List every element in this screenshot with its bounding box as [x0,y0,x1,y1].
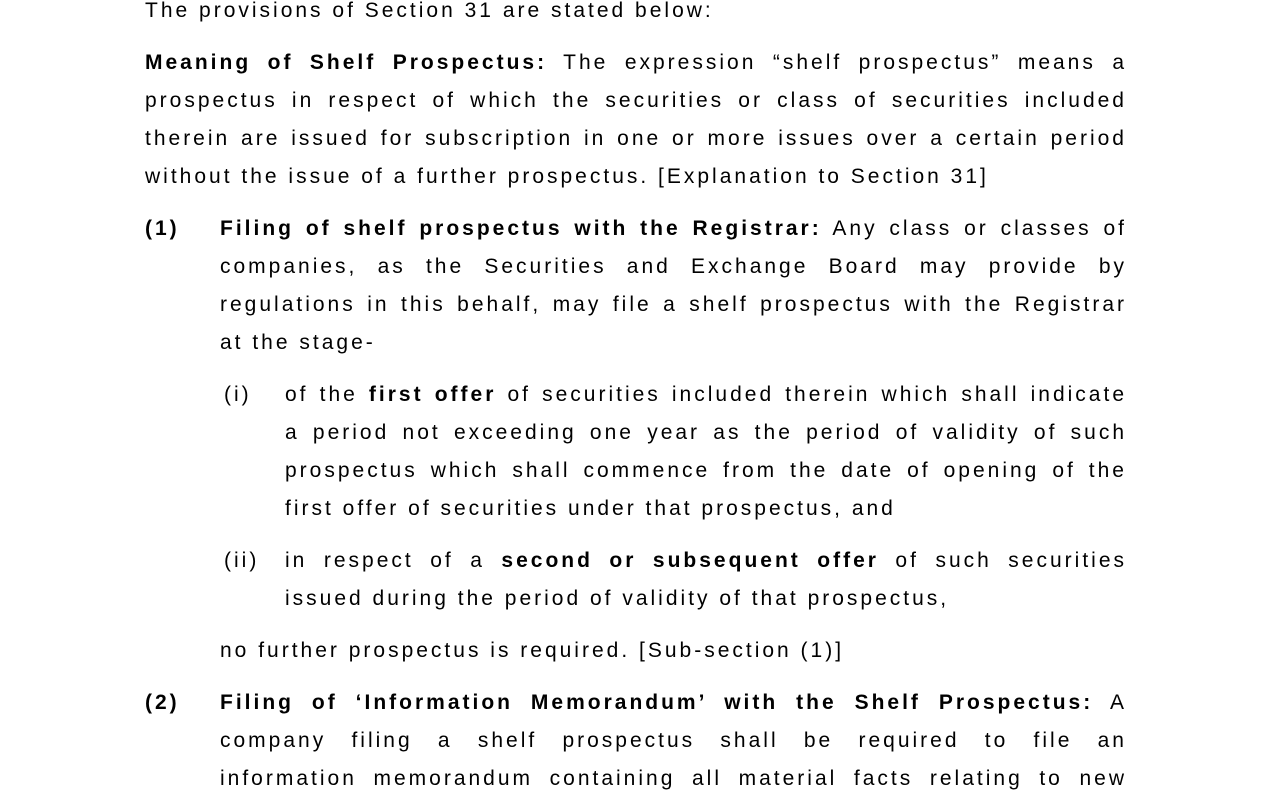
subitem-ii-line-1: in respect of a second or subsequent off… [285,542,1127,580]
text: of the [285,383,369,406]
subitem-ii-label: (ii) [224,549,260,572]
text: therein are issued for subscription in o… [145,127,1127,150]
item-1-line-3: regulations in this behalf, may file a s… [220,286,1127,324]
bold-text: Filing of ‘Information Memorandum’ with … [220,691,1094,714]
item-2-line-1: Filing of ‘Information Memorandum’ with … [220,684,1127,722]
bold-text: Filing of shelf prospectus with the Regi… [220,217,822,240]
bold-text: Meaning of Shelf Prospectus: [145,51,548,74]
text: Any class or classes of [821,217,1127,240]
item-1-line-4: at the stage- [220,324,1127,362]
text: of securities included therein which sha… [496,383,1127,406]
item-1: (1) Filing of shelf prospectus with the R… [145,210,1127,362]
meaning-paragraph-line-3: therein are issued for subscription in o… [145,120,1127,158]
text: without the issue of a further prospectu… [145,165,989,188]
item-2-line-3: information memorandum containing all ma… [220,760,1127,798]
bold-text: first offer [368,383,497,406]
text: company filing a shelf prospectus shall … [220,729,1127,752]
subitem-i-line-3: prospectus which shall commence from the… [285,452,1127,490]
subitem-i-label: (i) [224,383,252,406]
meaning-paragraph: Meaning of Shelf Prospectus: The express… [145,44,1127,196]
text: prospectus which shall commence from the… [285,459,1127,482]
text: first offer of securities under that pro… [285,497,896,520]
document-page: The provisions of Section 31 are stated … [145,0,1127,798]
item-1-line-2: companies, as the Securities and Exchang… [220,248,1127,286]
item-2-label: (2) [145,691,180,714]
subitem-i-line-4: first offer of securities under that pro… [285,490,1127,528]
subitem-i-line-2: a period not exceeding one year as the p… [285,414,1127,452]
text: issued during the period of validity of … [285,587,950,610]
subitem-ii: (ii) in respect of a second or subsequent… [145,542,1127,618]
item-2: (2) Filing of ‘Information Memorandum’ wi… [145,684,1127,798]
meaning-paragraph-line-1: Meaning of Shelf Prospectus: The express… [145,44,1127,82]
text: at the stage- [220,331,376,354]
subitem-ii-line-2: issued during the period of validity of … [285,580,1127,618]
item-1-continuation: no further prospectus is required. [Sub-… [145,632,1127,670]
intro-paragraph-line-1: The provisions of Section 31 are stated … [145,0,1127,30]
subitem-i: (i) of the first offer of securities incl… [145,376,1127,528]
intro-paragraph: The provisions of Section 31 are stated … [145,0,1127,30]
text: The provisions of Section 31 are stated … [145,0,714,22]
text: A [1093,691,1127,714]
item-1-continuation-line-1: no further prospectus is required. [Sub-… [220,632,1127,670]
item-1-line-1: Filing of shelf prospectus with the Regi… [220,210,1127,248]
text: companies, as the Securities and Exchang… [220,255,1127,278]
item-2-line-2: company filing a shelf prospectus shall … [220,722,1127,760]
text: in respect of a [285,549,502,572]
text: a period not exceeding one year as the p… [285,421,1127,444]
text: information memorandum containing all ma… [220,767,1127,790]
item-1-label: (1) [145,217,180,240]
text: The expression “shelf prospectus” means … [547,51,1128,74]
subitem-i-line-1: of the first offer of securities include… [285,376,1127,414]
meaning-paragraph-line-2: prospectus in respect of which the secur… [145,82,1127,120]
text: of such securities [878,549,1127,572]
bold-text: second or subsequent offer [501,549,879,572]
meaning-paragraph-line-4: without the issue of a further prospectu… [145,158,1127,196]
text: regulations in this behalf, may file a s… [220,293,1127,316]
text: prospectus in respect of which the secur… [145,89,1127,112]
text: no further prospectus is required. [Sub-… [220,639,845,662]
